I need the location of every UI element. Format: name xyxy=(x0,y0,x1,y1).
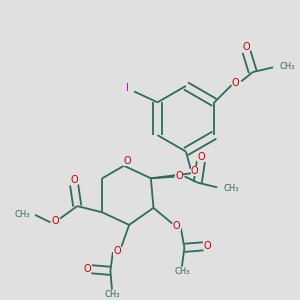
Text: O: O xyxy=(173,221,180,231)
Text: O: O xyxy=(175,171,183,182)
Text: CH₃: CH₃ xyxy=(280,62,296,71)
Text: O: O xyxy=(191,166,199,176)
Text: O: O xyxy=(204,241,211,251)
Text: CH₃: CH₃ xyxy=(14,210,30,219)
Text: O: O xyxy=(52,216,59,226)
Text: O: O xyxy=(197,152,205,162)
Text: O: O xyxy=(123,156,131,167)
Text: I: I xyxy=(126,83,129,93)
Text: O: O xyxy=(113,245,121,256)
Text: O: O xyxy=(70,175,78,185)
Text: O: O xyxy=(83,264,91,274)
Text: CH₃: CH₃ xyxy=(224,184,239,193)
Text: CH₃: CH₃ xyxy=(174,267,190,276)
Text: O: O xyxy=(242,42,250,52)
Text: O: O xyxy=(232,78,239,88)
Text: CH₃: CH₃ xyxy=(104,290,120,299)
